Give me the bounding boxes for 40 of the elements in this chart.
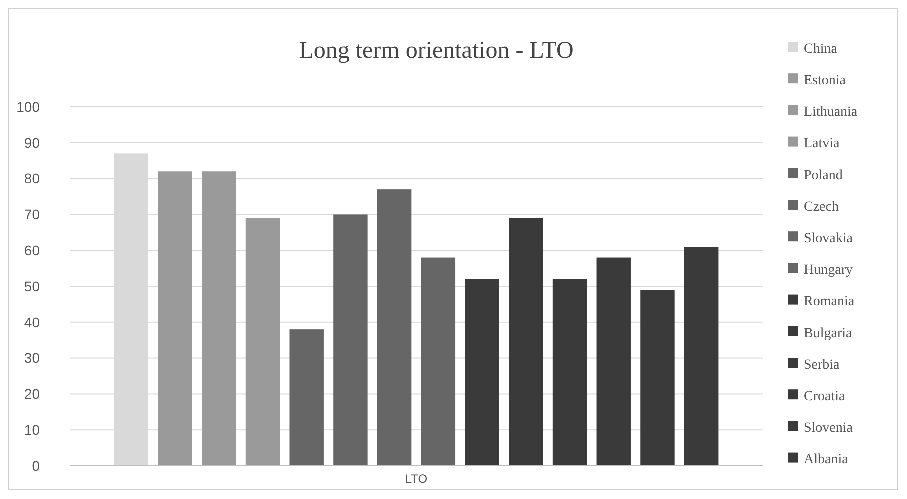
bar	[246, 218, 280, 466]
legend-label: Croatia	[804, 390, 846, 404]
legend-label: Slovenia	[804, 421, 854, 436]
bar	[509, 218, 544, 466]
y-tick-label: 20	[24, 386, 40, 402]
legend-label: Serbia	[804, 358, 841, 373]
legend-label: Slovakia	[804, 232, 854, 246]
y-tick-label: 0	[32, 458, 40, 474]
legend-label: China	[804, 42, 838, 57]
bar	[158, 172, 192, 466]
bar	[465, 279, 500, 466]
legend-label: Bulgaria	[804, 326, 853, 342]
bar	[290, 330, 324, 466]
legend-label: Czech	[804, 200, 839, 215]
legend-label: Latvia	[804, 136, 841, 152]
legend-label: Estonia	[804, 74, 847, 88]
x-tick-label: LTO	[405, 472, 428, 486]
bar	[640, 290, 675, 466]
chart-title: Long term orientation - LTO	[299, 38, 574, 64]
y-tick-label: 10	[24, 422, 40, 438]
bar	[377, 190, 412, 466]
y-tick-label: 90	[24, 134, 40, 151]
bar	[334, 214, 368, 466]
legend-label: Romania	[804, 294, 856, 310]
y-tick-label: 100	[16, 98, 40, 115]
legend-label: Poland	[804, 168, 843, 184]
y-tick-label: 70	[24, 206, 40, 223]
y-tick-label: 30	[24, 350, 40, 366]
y-tick-label: 60	[24, 242, 40, 258]
y-tick-label: 40	[24, 314, 40, 330]
bar	[552, 279, 588, 466]
y-tick-label: 80	[24, 170, 40, 187]
bar	[421, 258, 456, 466]
y-tick-label: 50	[24, 278, 40, 294]
bar	[684, 247, 719, 466]
legend-label: Albania	[804, 452, 850, 468]
bar	[596, 258, 631, 466]
legend-label: Hungary	[804, 263, 853, 278]
bar	[202, 172, 236, 466]
legend-label: Lithuania	[804, 105, 858, 120]
